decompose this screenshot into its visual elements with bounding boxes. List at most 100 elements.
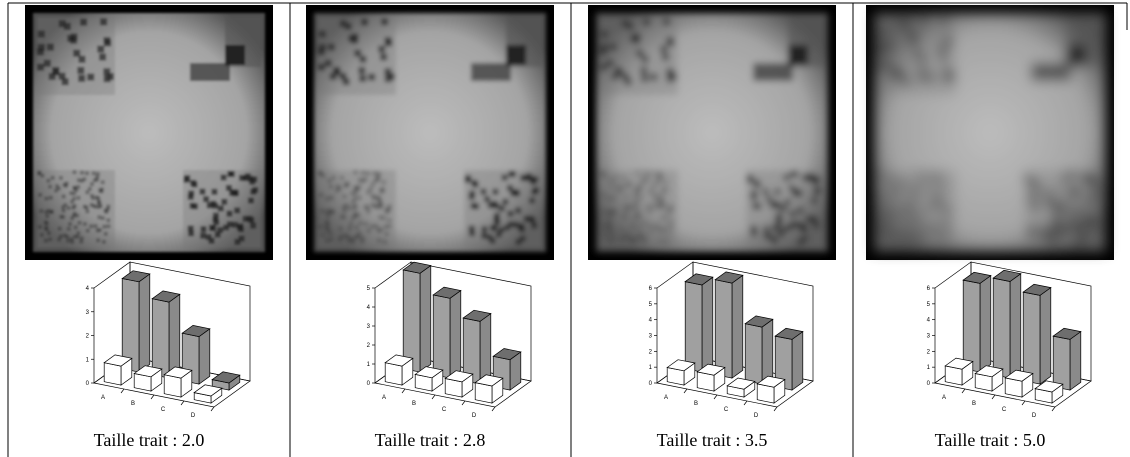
image-dot [519, 235, 526, 242]
image-dot [878, 63, 886, 71]
y-tick-label: 0 [649, 381, 653, 387]
image-dot [206, 202, 213, 209]
image-dot [374, 224, 379, 229]
image-dot [789, 210, 796, 217]
image-dot [468, 225, 475, 232]
image-dot [329, 195, 334, 200]
image-dot [46, 208, 51, 213]
image-dot [358, 220, 363, 225]
image-dot [947, 218, 952, 223]
image-dot [75, 213, 80, 218]
image-dot [61, 205, 66, 210]
image-patch [1066, 45, 1086, 65]
image-dot [37, 48, 45, 56]
image-dot [387, 204, 392, 209]
image-dot [628, 234, 633, 239]
image-dot [600, 224, 605, 229]
image-dot [654, 204, 659, 209]
image-dot [89, 202, 94, 207]
image-dot [902, 208, 907, 213]
x-tick [991, 394, 996, 400]
image-dot [353, 196, 358, 201]
bar-top [666, 359, 696, 372]
bar-side [1039, 286, 1052, 385]
image [866, 5, 1114, 260]
bar-top [726, 377, 756, 390]
image-dot [342, 214, 347, 219]
image-dot [641, 55, 649, 63]
bar-top [774, 327, 804, 340]
image-dot [878, 170, 883, 175]
image-dot [61, 208, 66, 213]
x-tick [713, 394, 718, 400]
image-dot [613, 175, 618, 180]
image-dot [357, 184, 362, 189]
image-dot [813, 222, 820, 229]
image-dot [612, 209, 617, 214]
image-dot [933, 178, 938, 183]
image-dot [607, 196, 612, 201]
image-dot [226, 221, 233, 228]
image-dot [103, 231, 108, 236]
image-dot [339, 20, 347, 28]
image-dot [192, 203, 199, 210]
bar-top [432, 286, 462, 299]
y-tick-label: 2 [927, 349, 931, 355]
image-dot [464, 176, 471, 183]
image-dot [773, 200, 780, 207]
image-dot [1075, 238, 1082, 245]
x-tick [401, 388, 406, 394]
image-dot [331, 175, 336, 180]
image-dot [366, 228, 371, 233]
x-tick [961, 388, 966, 394]
image-dot [380, 189, 385, 194]
bar [384, 354, 414, 386]
image-dot [1066, 184, 1073, 191]
bar-top [402, 261, 432, 274]
image-dot [641, 74, 649, 82]
image-dot [350, 237, 355, 242]
image-dot [46, 178, 51, 183]
image [588, 5, 836, 260]
bar-top [444, 370, 474, 383]
bar-top [492, 348, 522, 361]
image-dot [660, 204, 665, 209]
bar-top [684, 273, 714, 286]
image-dot [338, 237, 343, 242]
image-dot [801, 235, 808, 242]
bar [726, 377, 756, 398]
image-dot [90, 193, 95, 198]
image-dot [213, 219, 220, 226]
image-dot [938, 45, 946, 53]
y-tick-label: 4 [927, 318, 931, 324]
image-dot [188, 230, 195, 237]
bar [474, 374, 504, 404]
chart: 0 1 2 3 4 5 6 A B C D [927, 261, 1092, 419]
image-dot [78, 74, 86, 82]
image-dot [327, 208, 332, 213]
image-dot [1049, 237, 1056, 244]
image-dot [1058, 226, 1065, 233]
image-dot [495, 231, 502, 238]
image-dot [944, 231, 949, 236]
image-dot [339, 175, 344, 180]
image-dot [324, 59, 332, 67]
image-dot [940, 189, 945, 194]
image-dot [897, 186, 902, 191]
x-tick [683, 388, 688, 394]
image-dot [489, 237, 496, 244]
image-dot [932, 196, 937, 201]
image-dot [648, 228, 653, 233]
image-dot [643, 170, 648, 175]
bar [462, 309, 492, 385]
image-dot [935, 177, 940, 182]
image-dot [69, 237, 74, 242]
image-dot [899, 234, 904, 239]
image-dot [645, 177, 650, 182]
image-dot [938, 204, 943, 209]
image-dot [76, 231, 81, 236]
chart: 0 1 2 3 4 5 6 A B C D [649, 261, 814, 419]
bar [432, 286, 462, 379]
image-dot [923, 204, 928, 209]
